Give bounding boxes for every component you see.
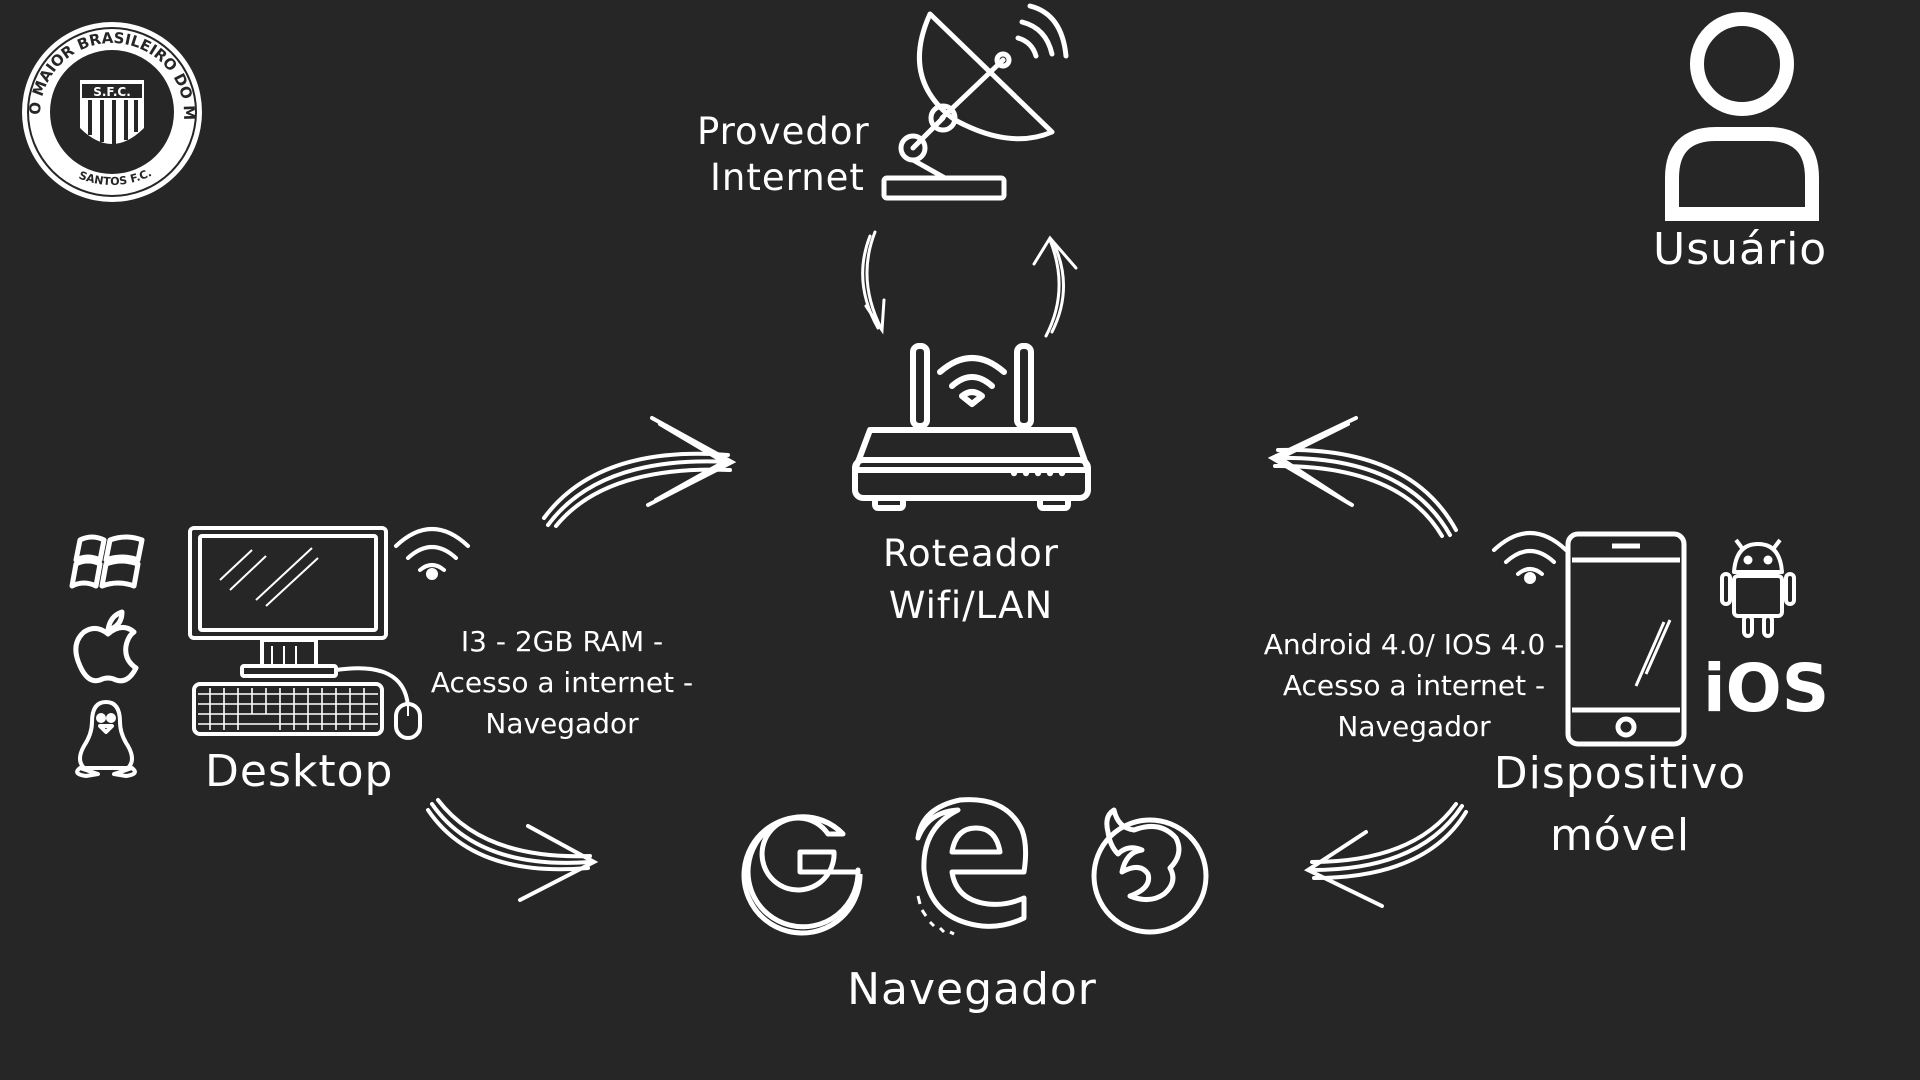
- smartphone-icon: [1565, 531, 1687, 747]
- desktop-computer-icon: [188, 526, 422, 740]
- arrow-icon: [861, 230, 1078, 338]
- router-label-line1: Roteador: [883, 532, 1059, 575]
- svg-text:S.F.C.: S.F.C.: [93, 85, 131, 99]
- mobile-spec-line: Navegador: [1337, 710, 1491, 743]
- wifi-icon: [394, 527, 470, 580]
- mobile-specs: Android 4.0/ IOS 4.0 - Acesso a internet…: [1238, 624, 1590, 747]
- google-icon: [741, 814, 863, 936]
- edge-icon: [915, 797, 1029, 936]
- arrow-icon: [1303, 802, 1468, 908]
- wifi-icon: [1492, 531, 1568, 584]
- linux-tux-icon: [75, 700, 137, 778]
- provider-label-line1: Provedor: [697, 110, 870, 153]
- router-label-line2: Wifi/LAN: [888, 584, 1054, 627]
- desktop-label: Desktop: [205, 746, 394, 797]
- desktop-spec-line: I3 - 2GB RAM -: [460, 625, 664, 658]
- desktop-spec-line: Acesso a internet -: [430, 666, 694, 699]
- provider-label-line2: Internet: [710, 156, 865, 199]
- apple-icon: [73, 609, 139, 684]
- mobile-label-line2: móvel: [1549, 810, 1691, 861]
- user-label: Usuário: [1653, 224, 1828, 275]
- android-icon: [1720, 538, 1796, 638]
- mobile-label-line1: Dispositivo: [1493, 748, 1747, 799]
- arrow-icon: [426, 798, 599, 902]
- mobile-spec-line: Acesso a internet -: [1282, 669, 1546, 702]
- desktop-specs: I3 - 2GB RAM - Acesso a internet - Naveg…: [402, 621, 722, 744]
- ios-label: iOS: [1703, 650, 1830, 727]
- router-icon: [852, 343, 1091, 511]
- windows-icon: [69, 534, 145, 589]
- desktop-spec-line: Navegador: [485, 707, 639, 740]
- mobile-spec-line: Android 4.0/ IOS 4.0 -: [1263, 628, 1565, 661]
- santos-fc-logo: O MAIOR BRASILEIRO DO MUNDO SANTOS F.C. …: [0, 0, 202, 202]
- firefox-icon: [1091, 807, 1209, 935]
- browser-label: Navegador: [847, 964, 1097, 1015]
- arrow-icon: [1267, 416, 1458, 538]
- satellite-dish-icon: [881, 3, 1069, 201]
- user-icon: [1665, 12, 1819, 221]
- arrow-icon: [542, 416, 737, 528]
